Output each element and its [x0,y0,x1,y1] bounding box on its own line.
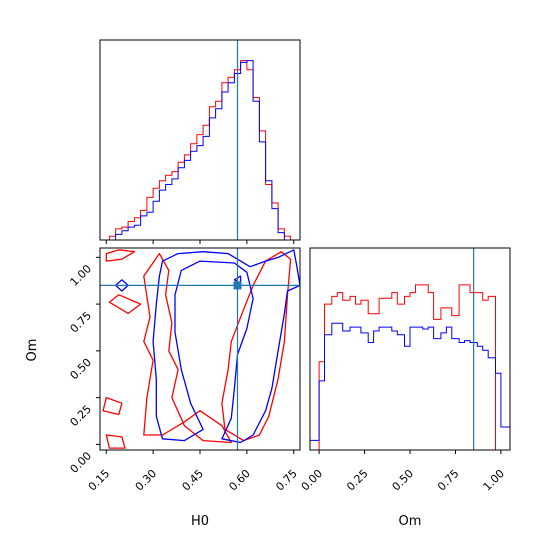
h0-marginal-panel [99,39,301,244]
om-hist-series-0 [310,284,510,451]
contour-x-ticks: 0.15 0.30 0.45 0.60 0.75 [86,450,300,493]
contour-series-0-level-1 [105,434,126,449]
contour-x-tick-label-2: 0.45 [180,467,207,494]
om-x-ticks: 0.00 0.25 0.50 0.75 1.00 [299,450,507,493]
om-x-tick-label-0: 0.00 [299,467,326,494]
h0-histogram-marks [108,60,292,241]
contour-frame [99,247,301,451]
om-x-tick-label-4: 1.00 [481,467,508,494]
h0-marginal-ticks [105,240,295,244]
contour-series-0-level-4 [143,252,232,444]
contour-y-tick-label-1: 0.25 [68,403,95,430]
om-x-tick-label-2: 0.50 [390,467,417,494]
contour-y-tick-label-3: 0.75 [68,309,95,336]
om-marginal-panel: 0.00 0.25 0.50 0.75 1.00 Om [299,247,511,529]
om-marginal-frame [309,247,511,451]
contour-x-tick-label-4: 0.75 [273,467,300,494]
h0-marginal-frame [99,39,301,241]
h0-om-contour-panel: 0.15 0.30 0.45 0.60 0.75 0.00 0.25 0.50 0.75 1.0… [25,247,301,529]
contour-series-0-level-2 [102,396,123,416]
om-histogram-marks [309,284,511,451]
y-axis-label-om: Om [25,339,40,362]
contour-truth-point [233,281,242,290]
contour-series-0-level-5 [221,251,292,442]
h0-hist-series-1 [109,60,291,241]
contour-series-0-level-3 [108,294,142,315]
om-x-tick-label-3: 0.75 [435,467,462,494]
om-hist-series-1 [309,322,511,450]
contour-y-ticks: 0.00 0.25 0.50 0.75 1.00 [68,256,100,476]
contour-y-tick-label-2: 0.50 [68,356,95,383]
contour-marks [102,249,301,449]
om-x-tick-label-1: 0.25 [344,467,371,494]
x-axis-label-h0: H0 [191,514,209,529]
contour-x-tick-label-1: 0.30 [133,467,160,494]
contour-y-tick-label-4: 1.00 [68,262,95,289]
contour-series-1-level-0 [152,249,301,444]
contour-x-tick-label-3: 0.60 [226,467,253,494]
contour-x-tick-label-0: 0.15 [86,467,113,494]
contour-y-tick-label-0: 0.00 [68,449,95,476]
contour-series-0-level-0 [105,249,136,262]
x-axis-label-om: Om [399,514,422,529]
h0-hist-series-0 [108,60,292,240]
